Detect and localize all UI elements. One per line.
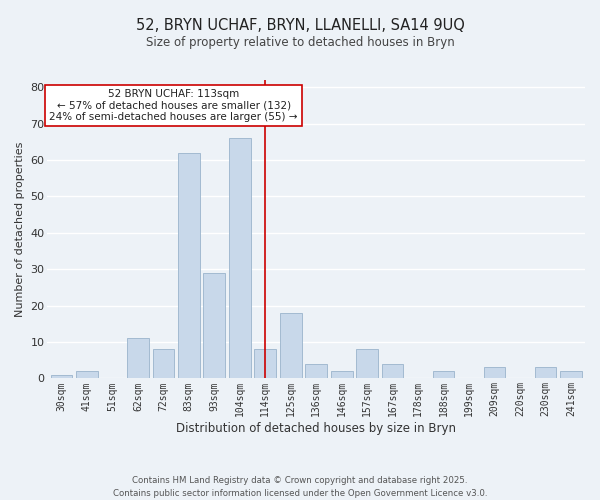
Bar <box>331 371 353 378</box>
Text: 52 BRYN UCHAF: 113sqm
← 57% of detached houses are smaller (132)
24% of semi-det: 52 BRYN UCHAF: 113sqm ← 57% of detached … <box>49 89 298 122</box>
Bar <box>560 371 582 378</box>
Bar <box>254 350 276 378</box>
Text: Contains HM Land Registry data © Crown copyright and database right 2025.
Contai: Contains HM Land Registry data © Crown c… <box>113 476 487 498</box>
Bar <box>382 364 403 378</box>
Bar <box>152 350 174 378</box>
Text: 52, BRYN UCHAF, BRYN, LLANELLI, SA14 9UQ: 52, BRYN UCHAF, BRYN, LLANELLI, SA14 9UQ <box>136 18 464 32</box>
Bar <box>433 371 454 378</box>
Bar <box>484 368 505 378</box>
Bar <box>203 273 225 378</box>
Bar <box>50 375 72 378</box>
Bar <box>280 313 302 378</box>
Bar <box>229 138 251 378</box>
Bar <box>535 368 556 378</box>
Bar <box>178 153 200 378</box>
Bar <box>127 338 149 378</box>
Bar <box>76 371 98 378</box>
X-axis label: Distribution of detached houses by size in Bryn: Distribution of detached houses by size … <box>176 422 456 435</box>
Bar <box>305 364 327 378</box>
Y-axis label: Number of detached properties: Number of detached properties <box>15 142 25 317</box>
Bar <box>356 350 378 378</box>
Text: Size of property relative to detached houses in Bryn: Size of property relative to detached ho… <box>146 36 454 49</box>
